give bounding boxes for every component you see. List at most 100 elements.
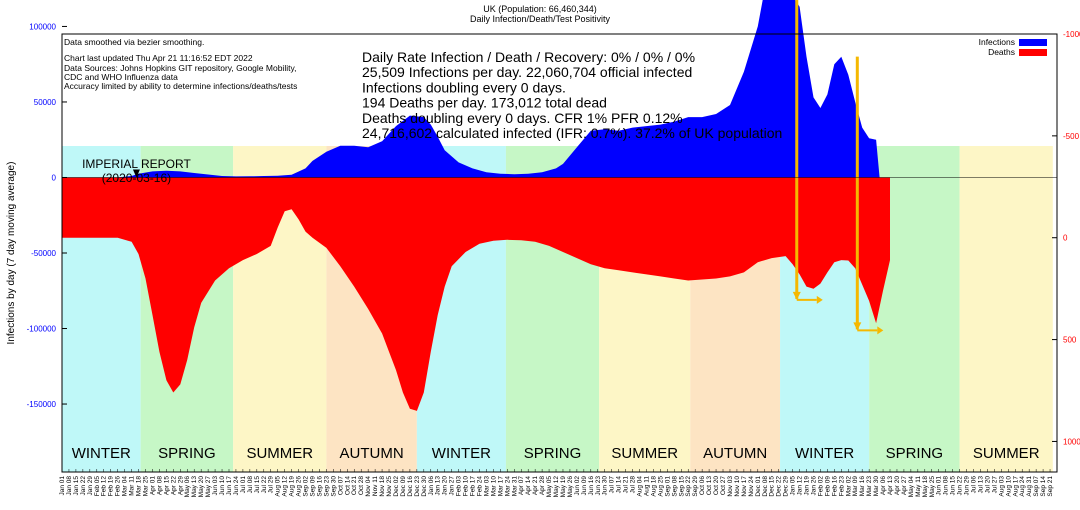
stat-line: 24,716,602 calculated infected (IFR: 0.7… xyxy=(362,125,782,141)
source-note: Accuracy limited by ability to determine… xyxy=(64,81,297,91)
x-tick-label: Dec 29 xyxy=(783,476,790,497)
x-tick-label: Sep 16 xyxy=(316,476,323,497)
x-tick-label: Aug 31 xyxy=(1026,476,1033,497)
x-tick-label: Apr 07 xyxy=(518,476,525,496)
lag-arrow-head xyxy=(792,291,801,300)
x-tick-label: Apr 13 xyxy=(887,476,894,496)
season-label: SUMMER xyxy=(611,445,678,462)
series-layer xyxy=(62,0,890,411)
x-tick-label: Jul 29 xyxy=(268,476,275,494)
x-tick-label: Mar 16 xyxy=(859,476,866,497)
x-tick-label: Apr 14 xyxy=(525,476,532,496)
y2-tick-label: 500 xyxy=(1063,336,1077,345)
x-tick-label: Nov 10 xyxy=(734,476,741,497)
season-label: SUMMER xyxy=(973,445,1040,462)
legend-label: Infections xyxy=(979,37,1015,47)
stat-line: Infections doubling every 0 days. xyxy=(362,79,566,95)
x-tick-label: May 26 xyxy=(567,476,574,498)
x-tick-label: Nov 18 xyxy=(379,476,386,497)
chart-subtitle: Daily Infection/Death/Test Positivity xyxy=(470,14,611,24)
x-tick-label: Aug 05 xyxy=(275,476,282,497)
x-tick-label: Nov 04 xyxy=(365,476,372,497)
x-tick-label: Apr 20 xyxy=(894,476,901,496)
x-tick-label: Feb 26 xyxy=(115,476,122,497)
x-tick-label: Sep 30 xyxy=(330,476,337,497)
season-label: WINTER xyxy=(432,445,491,462)
x-tick-label: Jun 08 xyxy=(943,476,950,496)
x-tick-label: May 19 xyxy=(560,476,567,498)
x-tick-label: Sep 01 xyxy=(664,476,671,497)
x-tick-label: Jul 27 xyxy=(991,476,998,494)
x-tick-label: Feb 05 xyxy=(94,476,101,497)
x-tick-label: Mar 23 xyxy=(866,476,873,497)
x-tick-label: Jul 20 xyxy=(984,476,991,494)
x-tick-label: Feb 10 xyxy=(463,476,470,497)
x-tick-label: May 27 xyxy=(205,476,212,498)
y-tick-label: 100000 xyxy=(29,22,56,31)
x-tick-label: Dec 23 xyxy=(414,476,421,497)
x-tick-label: Jun 01 xyxy=(936,476,943,496)
x-tick-label: Sep 29 xyxy=(692,476,699,497)
x-tick-label: Jan 26 xyxy=(810,476,817,496)
y-tick-label: 50000 xyxy=(34,98,57,107)
x-tick-label: Aug 03 xyxy=(998,476,1005,497)
x-tick-label: Jul 01 xyxy=(240,476,247,494)
stat-line: Deaths doubling every 0 days. CFR 1% PFR… xyxy=(362,110,683,126)
x-tick-label: Oct 27 xyxy=(720,476,727,496)
season-label: AUTUMN xyxy=(703,445,767,462)
x-tick-label: May 13 xyxy=(191,476,198,498)
x-tick-label: Jul 15 xyxy=(254,476,261,494)
chart-title: UK (Population: 66,460,344) xyxy=(483,4,597,14)
x-tick-label: Jan 01 xyxy=(59,476,66,496)
x-tick-label: Dec 22 xyxy=(776,476,783,497)
x-tick-label: Mar 30 xyxy=(873,476,880,497)
y2-tick-label: -1000 xyxy=(1063,30,1080,39)
legend-swatch xyxy=(1019,39,1047,46)
lag-arrow-head xyxy=(853,322,862,331)
x-tick-label: Sep 23 xyxy=(323,476,330,497)
legend-label: Deaths xyxy=(988,47,1015,57)
x-tick-label: Aug 10 xyxy=(1005,476,1012,497)
x-tick-label: Mar 10 xyxy=(490,476,497,497)
x-tick-label: Jun 29 xyxy=(964,476,971,496)
season-label: SPRING xyxy=(158,445,216,462)
x-tick-label: Feb 02 xyxy=(817,476,824,497)
season-band xyxy=(959,146,1053,472)
stat-line: 194 Deaths per day. 173,012 total dead xyxy=(362,95,607,111)
y-axis-label: Infections by day (7 day moving average) xyxy=(6,162,17,345)
x-tick-label: Jun 10 xyxy=(219,476,226,496)
x-tick-label: Mar 09 xyxy=(852,476,859,497)
x-tick-label: Jun 03 xyxy=(212,476,219,496)
x-tick-label: Jul 08 xyxy=(247,476,254,494)
x-tick-label: Sep 15 xyxy=(678,476,685,497)
x-tick-label: May 25 xyxy=(929,476,936,498)
x-tick-label: Nov 24 xyxy=(748,476,755,497)
x-tick-label: Jun 22 xyxy=(957,476,964,496)
x-tick-label: Jul 28 xyxy=(630,476,637,494)
x-tick-label: Nov 17 xyxy=(741,476,748,497)
season-label: SUMMER xyxy=(246,445,313,462)
y-tick-label: -100000 xyxy=(27,325,57,334)
x-tick-label: Oct 28 xyxy=(358,476,365,496)
axes: 150000100000500000-50000-100000-150000-1… xyxy=(6,22,1080,498)
x-tick-label: Jun 17 xyxy=(226,476,233,496)
x-tick-label: Apr 21 xyxy=(532,476,539,496)
stat-line: Daily Rate Infection / Death / Recovery:… xyxy=(362,49,695,65)
x-tick-label: Mar 02 xyxy=(845,476,852,497)
x-tick-label: Jan 29 xyxy=(87,476,94,496)
x-tick-label: Sep 22 xyxy=(685,476,692,497)
x-tick-label: Feb 12 xyxy=(101,476,108,497)
x-tick-label: May 12 xyxy=(553,476,560,498)
x-tick-label: Feb 03 xyxy=(456,476,463,497)
x-tick-label: Aug 25 xyxy=(657,476,664,497)
x-tick-label: Mar 11 xyxy=(129,476,136,496)
x-tick-label: Jan 27 xyxy=(449,476,456,496)
x-tick-label: Feb 24 xyxy=(476,476,483,497)
lag-arrow-head xyxy=(877,326,884,335)
y-tick-label: -50000 xyxy=(31,249,56,258)
x-tick-label: Jul 06 xyxy=(971,476,978,494)
y2-tick-label: 1000 xyxy=(1063,437,1080,446)
x-tick-label: May 06 xyxy=(184,476,191,498)
legend-swatch xyxy=(1019,49,1047,56)
x-tick-label: May 04 xyxy=(908,476,915,498)
